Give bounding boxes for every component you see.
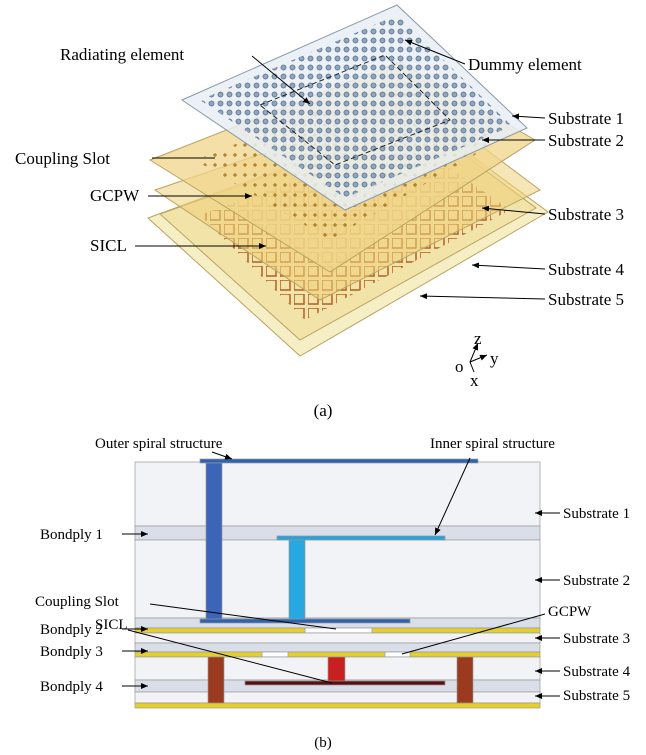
label: Substrate 3 [548, 205, 624, 224]
via [457, 657, 473, 703]
axis-label: y [490, 349, 499, 368]
axis-label: o [455, 357, 464, 376]
label: Radiating element [60, 45, 184, 64]
label: Bondply 1 [40, 527, 103, 543]
label: Substrate 5 [563, 688, 630, 704]
cross-section [135, 459, 540, 708]
label: Substrate 4 [548, 260, 625, 279]
coupling-slot [305, 628, 372, 633]
label: SICL [90, 236, 127, 255]
substrate-3-layer [135, 633, 540, 643]
axis-label: z [474, 329, 482, 348]
label: Substrate 2 [548, 131, 624, 150]
label: Coupling Slot [35, 594, 120, 610]
label: Bondply 4 [40, 679, 103, 695]
substrate-1-layer [135, 462, 540, 526]
bottom-ground [135, 703, 540, 708]
inner-spiral-top [277, 536, 445, 540]
caption: (a) [314, 401, 333, 420]
gcpw-slot [262, 652, 288, 657]
label: Substrate 1 [563, 506, 630, 522]
outer-spiral-via [206, 463, 222, 620]
label: Substrate 2 [563, 573, 630, 589]
label: Inner spiral structure [430, 436, 555, 452]
gcpw-layer [135, 652, 540, 657]
label: Substrate 4 [563, 664, 631, 680]
figure: Radiating element Dummy element Substrat… [0, 0, 646, 755]
label: Substrate 3 [563, 631, 630, 647]
label: Dummy element [468, 55, 582, 74]
inner-spiral-via [289, 540, 305, 619]
caption: (b) [314, 735, 332, 751]
label: GCPW [548, 604, 592, 620]
sicl-strip [245, 681, 445, 685]
arrow [472, 265, 545, 269]
label: Outer spiral structure [95, 436, 223, 452]
label: Coupling Slot [15, 149, 110, 168]
axes-icon: z y o x [455, 329, 499, 390]
label: Bondply 3 [40, 644, 103, 660]
axis-label: x [470, 371, 479, 390]
probe [328, 657, 345, 682]
label: GCPW [90, 186, 140, 205]
outer-spiral-bottom [200, 619, 410, 623]
arrow [212, 452, 232, 459]
arrow [420, 296, 545, 299]
via [208, 657, 224, 703]
arrow [512, 116, 545, 118]
outer-spiral-top [200, 459, 478, 463]
label: Bondply 2 [40, 622, 103, 638]
label: Substrate 1 [548, 109, 624, 128]
substrate-2-layer [135, 540, 540, 618]
label: Substrate 5 [548, 290, 624, 309]
substrate-5-layer [135, 692, 540, 703]
